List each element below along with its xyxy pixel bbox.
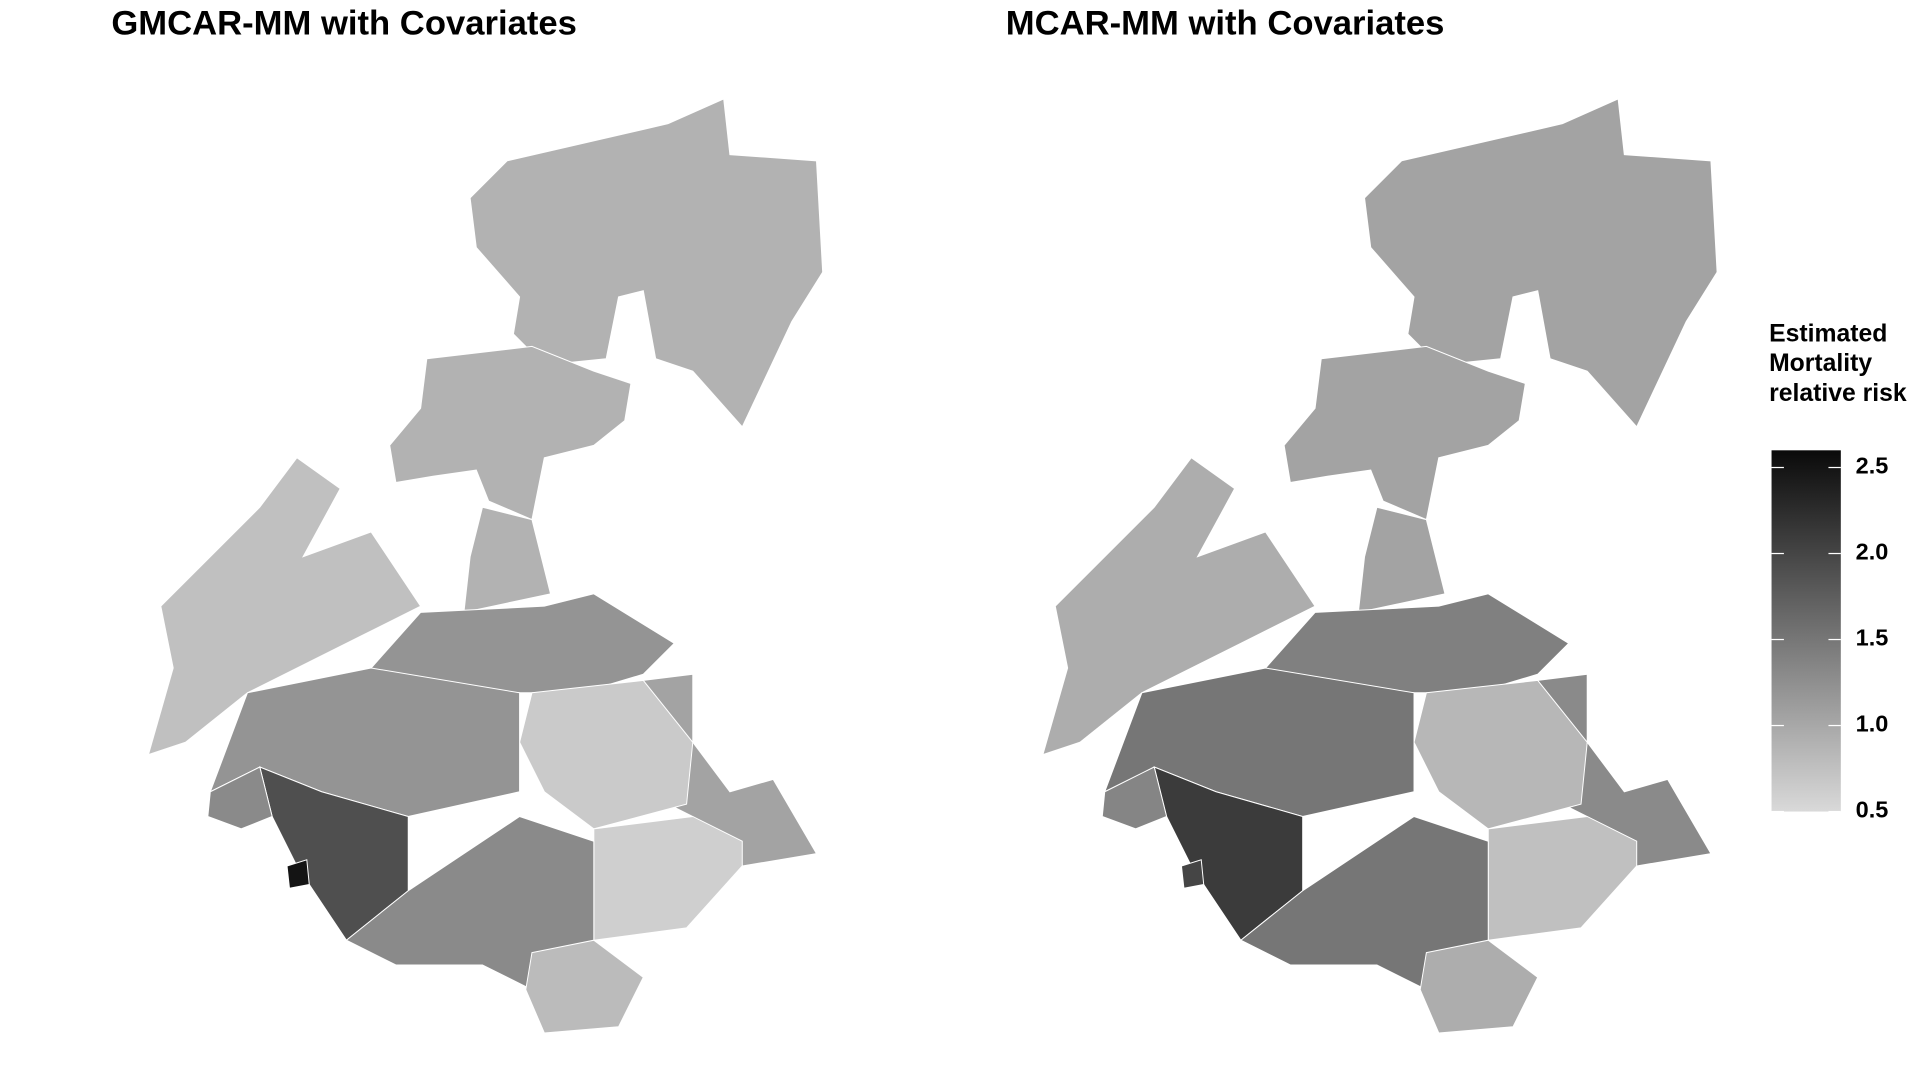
colorbar — [1771, 450, 1841, 812]
region — [1487, 815, 1638, 941]
legend-title: Estimated Mortality relative risk — [1769, 320, 1907, 408]
map-title: GMCAR-MM with Covariates — [111, 5, 577, 43]
tick-label: 2.0 — [1856, 539, 1889, 565]
map-title: MCAR-MM with Covariates — [1006, 5, 1445, 43]
region — [519, 679, 694, 830]
region — [469, 98, 824, 428]
region — [1413, 679, 1588, 830]
region — [147, 457, 422, 756]
legend-title-box: Estimated Mortality relative risk — [1769, 320, 1907, 408]
region — [1101, 766, 1168, 830]
map — [147, 98, 824, 1034]
region — [525, 939, 644, 1034]
tick-label: 2.5 — [1856, 453, 1889, 479]
tick-label: 1.5 — [1856, 625, 1889, 651]
tick-label: 0.5 — [1856, 797, 1889, 823]
region — [1357, 506, 1446, 613]
region — [1283, 345, 1526, 521]
tick-label: 1.0 — [1856, 711, 1889, 737]
region — [1364, 98, 1718, 428]
region — [1042, 457, 1316, 756]
region — [1180, 859, 1205, 889]
region — [286, 859, 310, 889]
region — [463, 506, 552, 613]
map — [1042, 98, 1718, 1034]
region — [593, 815, 743, 941]
region — [1419, 939, 1539, 1034]
region — [389, 345, 632, 521]
region — [207, 766, 273, 830]
